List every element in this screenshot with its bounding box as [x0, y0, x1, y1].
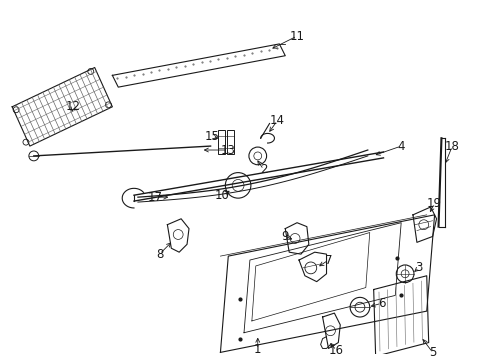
Text: 1: 1	[253, 343, 261, 356]
Text: 6: 6	[377, 297, 385, 310]
Text: 8: 8	[156, 248, 163, 261]
Text: 15: 15	[205, 130, 220, 143]
Bar	[227, 130, 234, 154]
Text: 12: 12	[65, 100, 81, 113]
Text: 13: 13	[221, 144, 235, 157]
Text: 2: 2	[260, 163, 267, 176]
Text: 11: 11	[289, 30, 304, 42]
Bar	[218, 130, 225, 154]
Text: 14: 14	[269, 114, 285, 127]
Text: 16: 16	[328, 344, 343, 357]
Text: 4: 4	[397, 140, 404, 153]
Text: 18: 18	[444, 140, 459, 153]
Text: 17: 17	[148, 191, 163, 204]
Text: 5: 5	[428, 346, 435, 359]
Text: 10: 10	[215, 189, 229, 202]
Text: 3: 3	[414, 261, 422, 274]
Text: 7: 7	[324, 253, 331, 266]
Text: 19: 19	[426, 197, 441, 210]
Text: 9: 9	[281, 230, 288, 243]
